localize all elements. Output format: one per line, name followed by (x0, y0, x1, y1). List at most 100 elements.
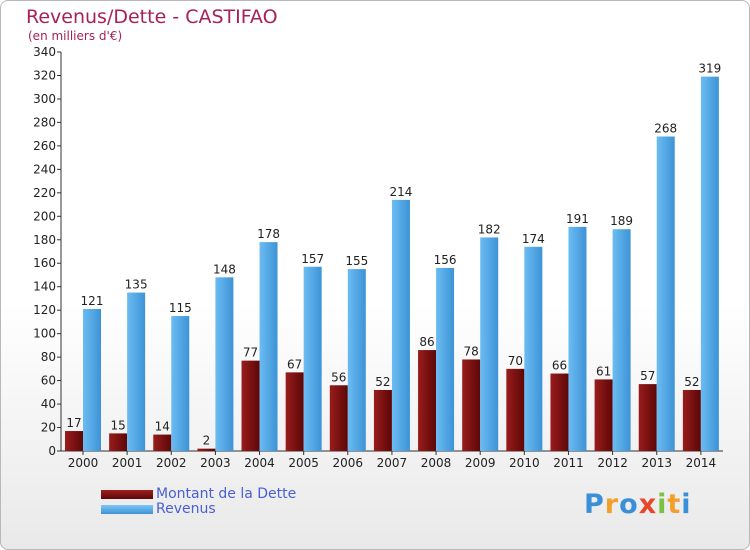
y-tick-label: 120 (33, 303, 56, 317)
y-tick-label: 40 (41, 397, 56, 411)
bar-revenus (127, 292, 146, 451)
x-tick-label: 2009 (465, 456, 496, 470)
bar-dette (285, 372, 304, 451)
data-label-dette: 61 (596, 364, 611, 378)
bar-dette (241, 360, 260, 451)
x-tick-label: 2013 (641, 456, 672, 470)
data-label-revenus: 135 (125, 278, 148, 292)
y-tick-label: 80 (41, 350, 56, 364)
data-label-dette: 70 (508, 354, 523, 368)
x-tick-label: 2010 (509, 456, 540, 470)
data-label-revenus: 148 (213, 262, 236, 276)
bar-revenus (480, 237, 499, 451)
y-tick-label: 240 (33, 162, 56, 176)
legend-swatch-revenus (101, 505, 153, 514)
data-label-dette: 52 (684, 375, 699, 389)
bar-dette (329, 385, 348, 451)
logo-letter: P (584, 489, 605, 520)
legend-label-dette: Montant de la Dette (156, 486, 297, 502)
data-label-revenus: 191 (566, 212, 589, 226)
bar-revenus (700, 76, 719, 452)
y-tick-label: 180 (33, 233, 56, 247)
x-tick-label: 2003 (200, 456, 231, 470)
x-tick-label: 2004 (244, 456, 275, 470)
y-tick-label: 200 (33, 209, 56, 223)
data-label-dette: 17 (66, 416, 81, 430)
y-tick-label: 340 (33, 45, 56, 59)
bar-chart: 0 20 40 60 80 100 120 140 160 180 200 220 240 260 280 3… (33, 45, 723, 470)
bars-layer (65, 76, 719, 452)
data-label-revenus: 182 (478, 222, 501, 236)
data-label-dette: 77 (243, 346, 258, 360)
bar-dette (506, 368, 525, 451)
y-tick-label: 100 (33, 327, 56, 341)
x-tick-label: 2002 (156, 456, 187, 470)
data-label-dette: 2 (203, 434, 211, 448)
bar-revenus (524, 246, 543, 451)
data-label-revenus: 214 (389, 185, 412, 199)
x-tick-label: 2008 (421, 456, 452, 470)
bar-dette (65, 431, 83, 451)
data-label-revenus: 178 (257, 227, 280, 241)
data-label-dette: 57 (640, 369, 655, 383)
y-tick-label: 60 (41, 374, 56, 388)
bar-dette (418, 350, 437, 451)
data-label-revenus: 174 (522, 232, 545, 246)
y-tick-label: 300 (33, 92, 56, 106)
data-label-revenus: 115 (169, 301, 192, 315)
x-tick-label: 2006 (333, 456, 364, 470)
y-tick-label: 20 (41, 421, 56, 435)
proxiti-logo: Proxiti (584, 489, 692, 520)
bar-revenus (215, 277, 234, 451)
x-tick-label: 2005 (288, 456, 319, 470)
data-label-revenus: 189 (610, 214, 633, 228)
logo-letter: i (681, 489, 692, 520)
data-label-revenus: 155 (345, 254, 368, 268)
bar-dette (550, 373, 569, 451)
data-label-dette: 78 (464, 344, 479, 358)
data-label-revenus: 268 (654, 121, 677, 135)
y-tick-label: 280 (33, 115, 56, 129)
data-label-revenus: 121 (81, 294, 104, 308)
x-tick-label: 2012 (597, 456, 628, 470)
bar-revenus (656, 136, 675, 451)
data-label-dette: 14 (155, 420, 170, 434)
bar-dette (638, 384, 657, 451)
y-tick-label: 140 (33, 280, 56, 294)
y-tick-label: 0 (48, 444, 56, 458)
legend-swatch-dette (101, 490, 153, 499)
data-label-dette: 67 (287, 357, 302, 371)
data-label-dette: 86 (419, 335, 434, 349)
bar-dette (594, 379, 613, 451)
bar-dette (197, 448, 216, 451)
bar-dette (373, 389, 392, 451)
x-tick-label: 2011 (553, 456, 584, 470)
y-tick-label: 320 (33, 68, 56, 82)
bar-revenus (568, 226, 587, 451)
y-tick-label: 220 (33, 186, 56, 200)
chart-title: Revenus/Dette - CASTIFAO (26, 6, 278, 28)
bar-dette (682, 389, 701, 451)
bar-revenus (391, 199, 410, 451)
data-label-revenus: 157 (301, 252, 324, 266)
data-label-dette: 56 (331, 370, 346, 384)
bar-revenus (436, 267, 455, 451)
data-label-dette: 52 (375, 375, 390, 389)
logo-letter: r (604, 489, 620, 520)
data-label-revenus: 156 (434, 253, 457, 267)
x-tick-label: 2007 (377, 456, 408, 470)
x-tick-label: 2001 (112, 456, 143, 470)
x-tick-label: 2000 (68, 456, 99, 470)
logo-letter: x (638, 489, 658, 520)
legend-label-revenus: Revenus (156, 501, 216, 517)
y-tick-label: 160 (33, 256, 56, 270)
chart-subtitle: (en milliers d'€) (28, 29, 123, 43)
bar-revenus (83, 309, 101, 451)
bar-revenus (259, 242, 278, 451)
x-tick-label: 2014 (686, 456, 717, 470)
data-label-dette: 15 (110, 418, 125, 432)
bar-dette (153, 434, 172, 451)
bar-dette (462, 359, 481, 451)
data-label-dette: 66 (552, 359, 567, 373)
data-label-revenus: 319 (698, 62, 721, 76)
